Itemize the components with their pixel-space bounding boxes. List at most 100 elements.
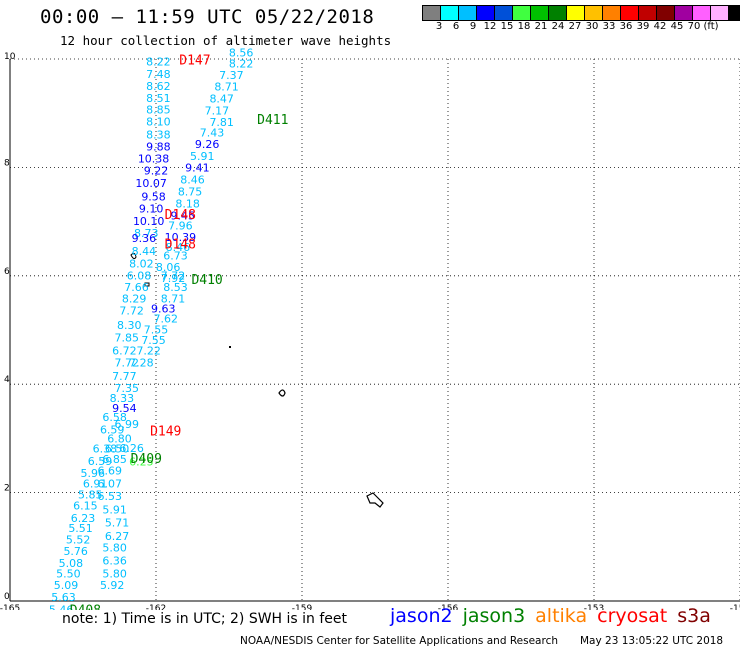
colorbar-legend [422, 5, 740, 21]
colorbar-labels: 3 6 9 12 15 18 21 24 27 30 33 36 39 42 45 70 (ft) [422, 21, 740, 35]
island-outline [130, 252, 137, 260]
swh-value: 7.62 [153, 312, 178, 325]
swh-value: 10.38 [138, 153, 170, 166]
swh-value: 9.54 [112, 402, 137, 415]
swh-value: 5.76 [63, 545, 88, 558]
colorbar-label: 18 [517, 21, 531, 32]
track-label: D408 [70, 604, 101, 610]
swh-value: 5.08 [59, 557, 84, 570]
swh-value: 9.26 [195, 138, 220, 151]
swh-value: 7.28 [129, 356, 154, 369]
swh-value: 8.44 [132, 245, 157, 258]
swh-value: 7.37 [219, 69, 244, 82]
swh-value: 6.38 [93, 442, 118, 455]
swh-value: 9.63 [151, 303, 176, 316]
swh-value: 5.91 [102, 504, 127, 517]
swh-value: 6.85 [102, 453, 127, 466]
satellite-altika: altika [535, 605, 588, 627]
satellite-jason3: jason3 [462, 605, 526, 627]
swh-value: 6.80 [107, 433, 132, 446]
colorbar-label: (ft) [703, 21, 719, 32]
swh-value: 5.80 [102, 568, 127, 581]
x-tick-label: -156 [438, 604, 459, 610]
swh-value: 7.48 [146, 68, 171, 81]
satellite-jason2: jason2 [390, 605, 453, 627]
swh-value: 8.62 [146, 80, 171, 93]
swh-value: 7.77 [112, 370, 137, 383]
swh-value: 8.85 [146, 104, 171, 117]
swh-value: 5.51 [68, 522, 93, 535]
swh-value: 8.22 [229, 58, 254, 71]
swh-value: 8.46 [166, 241, 191, 254]
x-tick-label: -153 [584, 604, 604, 610]
colorbar-label: 42 [653, 21, 667, 32]
swh-value: 7.17 [205, 104, 230, 117]
swh-value: 8.18 [175, 198, 200, 211]
swh-value: 8.38 [146, 129, 171, 142]
swh-value: 7.55 [141, 334, 166, 347]
track-label: D149 [150, 425, 181, 440]
swh-value: 6.53 [98, 490, 123, 503]
swh-value: 6.08 [127, 270, 152, 283]
swh-value: 8.10 [146, 116, 171, 129]
colorbar-label: 70 [687, 21, 701, 32]
swh-value: 8.71 [161, 292, 186, 305]
swh-value: 6.25 [129, 456, 154, 469]
chart-subtitle: 12 hour collection of altimeter wave hei… [60, 33, 392, 48]
swh-value: 9.58 [141, 190, 166, 203]
swh-value: 7.72 [161, 270, 186, 283]
swh-value: 7.72 [119, 304, 144, 317]
swh-value: 5.71 [105, 517, 130, 530]
swh-value: 6.73 [163, 250, 188, 263]
swh-value: 5.52 [66, 534, 91, 547]
swh-value: 10.10 [133, 215, 165, 228]
track-label: D411 [257, 113, 288, 128]
swh-value: 8.75 [178, 186, 203, 199]
swh-value: 5.09 [54, 579, 79, 592]
swh-value: 6.23 [71, 512, 96, 525]
colorbar-label: 3 [435, 21, 443, 32]
chart-title: 00:00 – 11:59 UTC 05/22/2018 [40, 6, 375, 28]
swh-value: 8.73 [134, 227, 159, 240]
swh-value: 8.02 [129, 258, 154, 271]
swh-value: 8.22 [146, 56, 171, 69]
swh-value: 10.39 [165, 231, 197, 244]
swh-value: 9.45 [171, 209, 196, 222]
x-tick-label: -162 [146, 604, 166, 610]
swh-value: 7.66 [124, 281, 149, 294]
altimeter-map: -165-162-159-156-153-15002468108.227.488… [0, 46, 740, 610]
footnote: note: 1) Time is in UTC; 2) SWH is in fe… [62, 611, 348, 627]
swh-value: 5.50 [56, 568, 81, 581]
island-outline [144, 282, 150, 287]
colorbar-swatch [728, 5, 740, 21]
swh-value: 6.59 [88, 455, 113, 468]
swh-value: 6.59 [100, 424, 125, 437]
y-tick-label: 8 [4, 158, 10, 168]
colorbar-label: 12 [483, 21, 497, 32]
x-tick-label: -165 [0, 604, 20, 610]
x-tick-label: -159 [292, 604, 313, 610]
swh-value: 6.91 [83, 478, 108, 491]
swh-value: 6.07 [98, 478, 123, 491]
swh-value: 8.06 [156, 261, 181, 274]
colorbar-label: 15 [500, 21, 514, 32]
swh-value: 6.27 [105, 530, 130, 543]
track-label: D148 [165, 208, 196, 223]
swh-value: 5.91 [190, 150, 215, 163]
swh-value: 7.81 [209, 116, 234, 129]
y-tick-label: 2 [4, 484, 10, 494]
satellite-cryosat: cryosat [597, 605, 668, 627]
colorbar-label: 45 [670, 21, 684, 32]
colorbar-label: 6 [452, 21, 460, 32]
colorbar-label: 36 [619, 21, 633, 32]
y-tick-label: 6 [4, 267, 10, 277]
swh-value: 5.92 [100, 579, 125, 592]
y-tick-label: 0 [4, 592, 10, 602]
swh-value: 8.33 [110, 392, 135, 405]
swh-value: 6.58 [102, 411, 127, 424]
swh-value: 5.80 [102, 542, 127, 555]
track-label: D148 [165, 238, 196, 253]
y-tick-label: 4 [4, 375, 10, 385]
track-label: D409 [131, 452, 162, 467]
swh-value: 8.56 [229, 46, 254, 59]
